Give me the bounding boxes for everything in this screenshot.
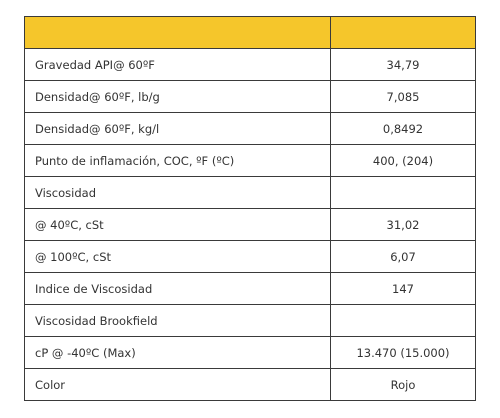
table-row: @ 100ºC, cSt 6,07: [24, 240, 476, 273]
table-row: Viscosidad: [24, 176, 476, 209]
table-row: Indice de Viscosidad 147: [24, 272, 476, 305]
value-cell: [330, 176, 476, 209]
value-cell: 400, (204): [330, 144, 476, 177]
property-cell: cP @ -40ºC (Max): [24, 336, 331, 369]
property-cell: @ 100ºC, cSt: [24, 240, 331, 273]
property-cell: Punto de inflamación, COC, ºF (ºC): [24, 144, 331, 177]
value-cell: 31,02: [330, 208, 476, 241]
property-cell: Gravedad API@ 60ºF: [24, 48, 331, 81]
value-cell: [330, 304, 476, 337]
property-cell: @ 40ºC, cSt: [24, 208, 331, 241]
table-row: Densidad@ 60ºF, lb/g 7,085: [24, 80, 476, 113]
property-cell: Color: [24, 368, 331, 401]
header-cell-value: [330, 16, 476, 49]
table-row: Gravedad API@ 60ºF 34,79: [24, 48, 476, 81]
property-cell: Densidad@ 60ºF, kg/l: [24, 112, 331, 145]
table-row: Color Rojo: [24, 368, 476, 401]
table-row: Viscosidad Brookfield: [24, 304, 476, 337]
property-cell: Densidad@ 60ºF, lb/g: [24, 80, 331, 113]
table-row: Punto de inflamación, COC, ºF (ºC) 400, …: [24, 144, 476, 177]
value-cell: 147: [330, 272, 476, 305]
value-cell: 34,79: [330, 48, 476, 81]
table-header-row: [24, 16, 476, 49]
property-cell: Viscosidad Brookfield: [24, 304, 331, 337]
header-cell-property: [24, 16, 331, 49]
table-row: Densidad@ 60ºF, kg/l 0,8492: [24, 112, 476, 145]
value-cell: 13.470 (15.000): [330, 336, 476, 369]
table-row: @ 40ºC, cSt 31,02: [24, 208, 476, 241]
value-cell: Rojo: [330, 368, 476, 401]
property-cell: Viscosidad: [24, 176, 331, 209]
property-cell: Indice de Viscosidad: [24, 272, 331, 305]
value-cell: 6,07: [330, 240, 476, 273]
properties-table: Gravedad API@ 60ºF 34,79 Densidad@ 60ºF,…: [24, 16, 476, 401]
value-cell: 0,8492: [330, 112, 476, 145]
table-row: cP @ -40ºC (Max) 13.470 (15.000): [24, 336, 476, 369]
value-cell: 7,085: [330, 80, 476, 113]
